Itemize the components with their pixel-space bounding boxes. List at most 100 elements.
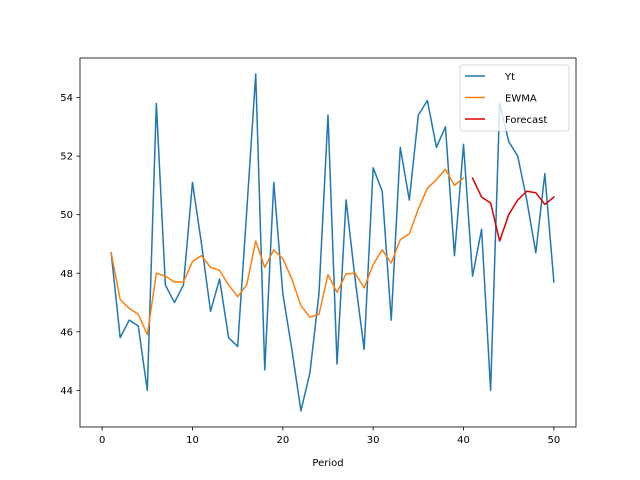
x-tick-label: 20 xyxy=(276,435,289,446)
data-point-yt xyxy=(299,409,302,412)
data-point-ewma xyxy=(381,248,384,251)
data-point-yt xyxy=(408,198,411,201)
data-point-ewma xyxy=(426,187,429,190)
data-point-yt xyxy=(354,278,357,281)
data-point-yt xyxy=(191,181,194,184)
data-point-forecast xyxy=(552,196,555,199)
data-point-ewma xyxy=(200,254,203,257)
data-point-yt xyxy=(137,324,140,327)
y-tick-label: 50 xyxy=(60,210,73,221)
data-point-ewma xyxy=(435,178,438,181)
x-tick-label: 10 xyxy=(186,435,199,446)
data-point-yt xyxy=(480,228,483,231)
data-point-yt xyxy=(552,280,555,283)
data-point-ewma xyxy=(372,263,375,266)
data-point-ewma xyxy=(354,272,357,275)
y-tick-label: 54 xyxy=(60,93,73,104)
legend-box xyxy=(459,64,570,132)
data-point-yt xyxy=(534,251,537,254)
data-point-yt xyxy=(182,283,185,286)
data-point-ewma xyxy=(290,278,293,281)
data-point-yt xyxy=(209,310,212,313)
data-point-ewma xyxy=(173,280,176,283)
data-point-forecast xyxy=(480,196,483,199)
data-point-yt xyxy=(164,283,167,286)
data-point-ewma xyxy=(128,307,131,310)
data-point-ewma xyxy=(254,239,257,242)
data-point-ewma xyxy=(344,272,347,275)
data-point-ewma xyxy=(272,248,275,251)
x-tick-label: 0 xyxy=(99,435,105,446)
data-point-ewma xyxy=(227,283,230,286)
data-point-ewma xyxy=(308,316,311,319)
data-point-yt xyxy=(507,140,510,143)
data-point-yt xyxy=(372,166,375,169)
data-point-ewma xyxy=(110,251,113,254)
data-point-yt xyxy=(426,99,429,102)
data-point-yt xyxy=(290,348,293,351)
data-point-yt xyxy=(326,114,329,117)
data-point-yt xyxy=(335,362,338,365)
legend-label-forecast: Forecast xyxy=(505,115,547,126)
y-axis: 44 46 48 50 52 54 xyxy=(60,93,80,397)
data-point-yt xyxy=(218,278,221,281)
data-point-yt xyxy=(444,125,447,128)
data-point-ewma xyxy=(417,207,420,210)
data-point-ewma xyxy=(155,272,158,275)
data-point-ewma xyxy=(137,313,140,316)
data-point-ewma xyxy=(399,238,402,241)
data-point-yt xyxy=(363,348,366,351)
data-point-yt xyxy=(344,198,347,201)
series-line-ewma xyxy=(110,168,465,336)
data-point-yt xyxy=(317,292,320,295)
data-point-yt xyxy=(462,143,465,146)
data-point-ewma xyxy=(164,275,167,278)
data-point-ewma xyxy=(191,260,194,263)
data-point-yt xyxy=(200,242,203,245)
data-point-ewma xyxy=(317,313,320,316)
data-point-yt xyxy=(435,146,438,149)
data-point-ewma xyxy=(299,304,302,307)
plot-area xyxy=(79,57,577,428)
data-point-ewma xyxy=(444,168,447,171)
data-point-forecast xyxy=(543,203,546,206)
data-point-forecast xyxy=(525,190,528,193)
x-tick-label: 30 xyxy=(367,435,380,446)
legend-label-yt: Yt xyxy=(504,72,515,83)
data-point-ewma xyxy=(363,286,366,289)
data-point-yt xyxy=(263,368,266,371)
x-tick-label: 40 xyxy=(457,435,470,446)
axes-frame xyxy=(79,57,577,428)
data-point-yt xyxy=(173,301,176,304)
y-tick-label: 46 xyxy=(60,327,73,338)
data-point-yt xyxy=(128,319,131,322)
x-axis: 0 10 20 30 40 50 xyxy=(99,427,560,446)
data-point-forecast xyxy=(498,239,501,242)
x-axis-title: Period xyxy=(312,458,343,469)
data-point-yt xyxy=(543,172,546,175)
data-point-yt xyxy=(471,275,474,278)
series-line-yt xyxy=(110,73,555,412)
data-point-yt xyxy=(119,336,122,339)
data-point-forecast xyxy=(516,198,519,201)
x-tick-label: 50 xyxy=(547,435,560,446)
data-point-ewma xyxy=(326,273,329,276)
data-point-yt xyxy=(525,198,528,201)
data-point-ewma xyxy=(390,261,393,264)
data-point-ewma xyxy=(182,280,185,283)
data-point-ewma xyxy=(408,232,411,235)
data-point-yt xyxy=(227,336,230,339)
data-point-yt xyxy=(254,73,257,76)
data-point-ewma xyxy=(335,291,338,294)
data-point-ewma xyxy=(462,176,465,179)
data-point-yt xyxy=(308,371,311,374)
data-point-yt xyxy=(236,345,239,348)
data-point-yt xyxy=(155,102,158,105)
data-point-ewma xyxy=(263,266,266,269)
data-point-ewma xyxy=(119,298,122,301)
data-point-yt xyxy=(390,319,393,322)
legend-label-ewma: EWMA xyxy=(505,94,537,105)
y-tick-label: 44 xyxy=(60,386,73,397)
data-point-ewma xyxy=(218,269,221,272)
data-point-yt xyxy=(489,389,492,392)
